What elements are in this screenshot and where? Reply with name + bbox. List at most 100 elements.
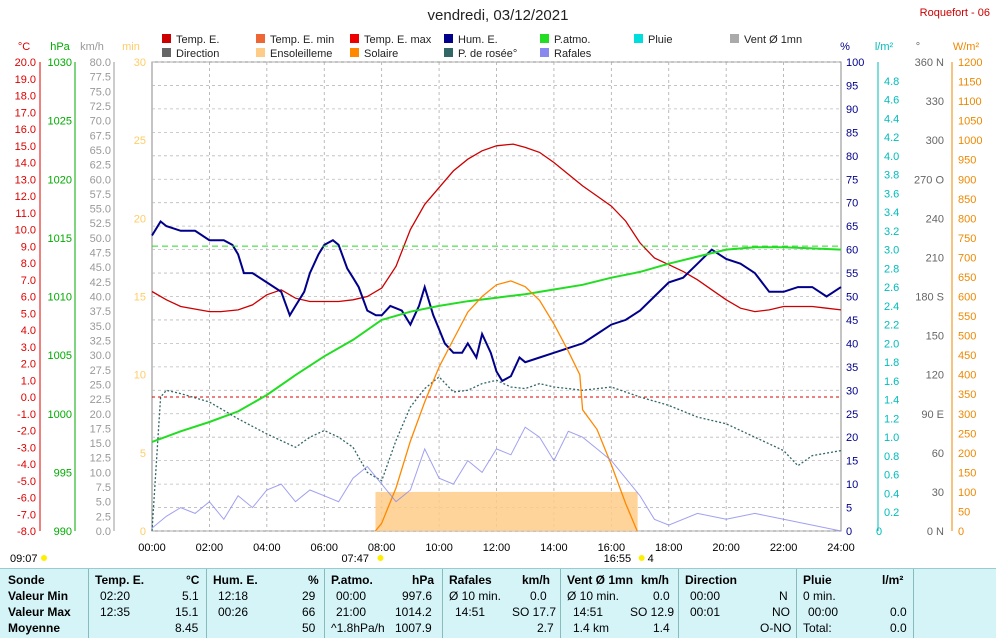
max-rain-time: 00:00 [808,605,839,619]
wind-axis-tick: 30.0 [90,350,111,362]
legend-label: Direction [176,48,219,60]
temp-axis-tick: 18.0 [15,91,36,103]
solar-axis-unit: W/m² [953,41,980,53]
wind-axis-tick: 80.0 [90,57,111,69]
series-p-de-ros-e- [151,376,842,532]
header-temp-unit: °C [186,573,200,587]
sun-axis-tick: 5 [140,448,146,460]
legend-label: P. de rosée° [458,48,517,60]
wind-axis-tick: 12.5 [90,453,111,465]
temp-axis-tick: -7.0 [17,509,36,521]
hum-axis-tick: 60 [846,245,858,257]
wind-axis-tick: 15.0 [90,438,111,450]
rain-axis-tick: 0.2 [884,507,899,519]
max-dir-time: 00:01 [690,605,721,619]
stats-table: Sonde Temp. E. °C Hum. E. % P.atmo. hPa … [0,568,996,638]
max-temp: 15.1 [175,605,199,619]
dir-axis-tick: 210 [926,252,944,264]
rain-axis-tick: 4.6 [884,95,899,107]
legend-swatch [162,48,171,57]
dir-axis-tick: 0 N [927,526,944,538]
wind-axis-tick: 57.5 [90,189,111,201]
series-solaire [374,280,638,532]
legend: Temp. E. Temp. E. min Temp. E. max Hum. E. P… [162,34,802,60]
wind-axis-tick: 27.5 [90,365,111,377]
legend-swatch [350,34,359,43]
header-gusts-unit: km/h [522,573,551,587]
axes: -8.0 -7.0 -6.0 -5.0 -4.0 -3.0 -2.0 -1.0 0.0 1.0 2.… [15,41,983,538]
rain-axis-tick: 2.0 [884,338,899,350]
series-hum-e- [151,220,842,383]
rain-axis-unit: l/m² [875,41,894,53]
solar-axis-tick: 150 [958,467,976,479]
hum-axis-tick: 70 [846,198,858,210]
dir-axis-tick: 150 [926,331,944,343]
col-divider [560,569,561,638]
rain-axis-tick: 3.6 [884,188,899,200]
legend-label: Ensoleilleme [270,48,332,60]
x-axis-tick: 16:00 [598,542,626,554]
hum-axis-tick: 80 [846,151,858,163]
dir-axis-tick: 180 S [915,292,944,304]
dir-axis-tick: 270 O [914,174,944,186]
press-axis-tick: 1005 [48,350,72,362]
solar-axis-tick: 400 [958,370,976,382]
x-axis-tick: 14:00 [540,542,568,554]
max-hum: 66 [302,605,316,619]
sun-markers: 09:07 07:47 16:55 4 [10,553,654,565]
legend-label: Pluie [648,34,672,46]
wind-axis-tick: 10.0 [90,467,111,479]
wind-axis-tick: 40.0 [90,292,111,304]
temp-axis-tick: 8.0 [21,258,36,270]
dir-axis-unit: ° [916,41,920,53]
solar-axis-tick: 750 [958,233,976,245]
marker-count: 4 [648,553,654,565]
hum-axis-tick: 100 [846,57,864,69]
x-axis-tick: 06:00 [310,542,338,554]
min-gusts: 0.0 [530,589,547,603]
legend-label: Vent Ø 1mn [744,34,802,46]
press-axis-tick: 1020 [48,174,72,186]
max-temp-time: 12:35 [100,605,131,619]
rain-axis-tick: 4.0 [884,151,899,163]
sun-axis-unit: min [122,41,140,53]
wind-axis-tick: 32.5 [90,335,111,347]
col-divider [206,569,207,638]
solar-axis-tick: 1050 [958,116,982,128]
wind-axis-tick: 7.5 [96,482,111,494]
rain-axis-tick: 3.8 [884,170,899,182]
hum-axis-tick: 75 [846,174,858,186]
min-wind-label: Ø 10 min. [567,589,620,603]
min-dir: N [779,589,788,603]
legend-swatch [444,48,453,57]
legend-swatch [634,34,643,43]
rain-axis-tick: 4.8 [884,76,899,88]
legend-swatch [256,48,265,57]
wind-axis-tick: 35.0 [90,321,111,333]
solar-axis-tick: 550 [958,311,976,323]
grid [152,61,841,532]
hum-axis-tick: 85 [846,127,858,139]
hum-axis-tick: 20 [846,432,858,444]
legend-label: Temp. E. max [364,34,432,46]
max-hum-time: 00:26 [218,605,249,619]
wind-axis-tick: 5.0 [96,497,111,509]
max-dir: NO [772,605,790,619]
sunshine-bars [375,491,638,531]
min-temp-time: 02:20 [100,589,131,603]
dir-axis-tick: 240 [926,213,944,225]
temp-axis-tick: 19.0 [15,74,36,86]
x-axis-tick: 24:00 [827,542,855,554]
legend-label: Rafales [554,48,592,60]
min-press: 997.6 [402,589,433,603]
x-axis-tick: 10:00 [425,542,453,554]
rain-axis-tick: 1.6 [884,376,899,388]
solar-axis-tick: 1000 [958,135,982,147]
max-press: 1014.2 [395,605,432,619]
rain-total: 0.0 [890,621,907,635]
temp-axis-tick: -2.0 [17,426,36,438]
legend-swatch [540,48,549,57]
legend-label: Hum. E. [458,34,498,46]
temp-axis-tick: 12.0 [15,191,36,203]
sunset-dot [638,555,645,561]
